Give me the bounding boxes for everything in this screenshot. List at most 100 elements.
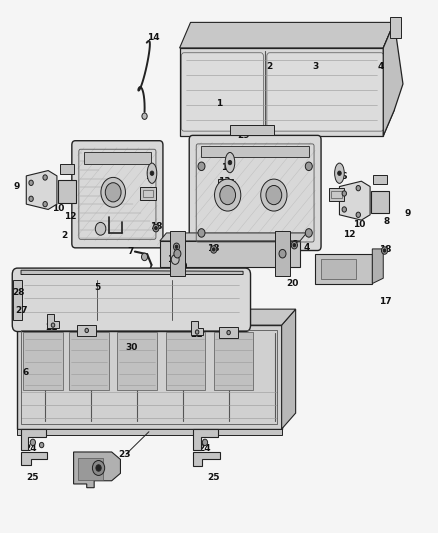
Circle shape — [173, 243, 180, 251]
Bar — [78, 458, 103, 480]
Polygon shape — [383, 22, 394, 136]
FancyBboxPatch shape — [189, 135, 321, 251]
Text: 13: 13 — [218, 177, 230, 185]
Circle shape — [266, 185, 282, 205]
Polygon shape — [383, 22, 403, 136]
Polygon shape — [180, 22, 394, 48]
Bar — [140, 187, 156, 200]
Polygon shape — [282, 309, 296, 429]
Text: 28: 28 — [12, 288, 25, 296]
Circle shape — [171, 255, 179, 264]
Circle shape — [101, 177, 125, 207]
Text: 20: 20 — [176, 262, 188, 271]
Circle shape — [383, 249, 386, 252]
Text: 18: 18 — [379, 245, 392, 254]
Polygon shape — [21, 270, 243, 274]
Circle shape — [43, 201, 47, 207]
Circle shape — [338, 171, 341, 175]
Polygon shape — [180, 48, 383, 136]
Polygon shape — [390, 17, 401, 38]
Bar — [58, 180, 76, 203]
Ellipse shape — [147, 163, 157, 183]
Circle shape — [261, 179, 287, 211]
Text: 18: 18 — [150, 222, 162, 231]
Bar — [230, 125, 274, 135]
Text: 5: 5 — [94, 284, 100, 292]
Text: 29: 29 — [237, 132, 249, 140]
Text: 19: 19 — [167, 255, 179, 264]
Bar — [328, 188, 344, 201]
FancyBboxPatch shape — [12, 268, 251, 332]
Text: 24: 24 — [199, 445, 211, 453]
FancyBboxPatch shape — [181, 53, 263, 131]
Circle shape — [141, 253, 148, 261]
Bar — [77, 325, 96, 336]
Text: 25: 25 — [208, 473, 220, 481]
Text: 12: 12 — [343, 230, 356, 239]
Text: 26: 26 — [92, 464, 105, 472]
Circle shape — [293, 244, 296, 247]
Circle shape — [381, 247, 388, 254]
Bar — [69, 333, 109, 390]
Bar — [373, 175, 387, 184]
Circle shape — [30, 439, 35, 446]
Polygon shape — [17, 325, 282, 429]
Text: 8: 8 — [38, 188, 44, 196]
Polygon shape — [193, 429, 218, 450]
Circle shape — [305, 162, 312, 171]
Text: 10: 10 — [52, 205, 64, 213]
Text: 27: 27 — [16, 306, 28, 314]
Text: 9: 9 — [14, 182, 20, 191]
Polygon shape — [17, 429, 282, 435]
Circle shape — [155, 227, 157, 230]
Text: 21: 21 — [190, 330, 202, 339]
Polygon shape — [193, 452, 220, 466]
Text: 16: 16 — [336, 173, 348, 181]
Bar — [214, 333, 253, 390]
Circle shape — [105, 183, 121, 202]
Bar — [219, 327, 238, 338]
Text: 15: 15 — [333, 190, 346, 199]
Circle shape — [356, 185, 360, 191]
Text: 21: 21 — [46, 324, 58, 332]
Circle shape — [291, 241, 297, 249]
Bar — [117, 333, 157, 390]
Text: 18: 18 — [208, 244, 220, 253]
Text: 12: 12 — [64, 212, 76, 221]
Text: 14: 14 — [147, 33, 159, 42]
Circle shape — [43, 175, 47, 180]
Text: 2: 2 — [266, 62, 272, 71]
Text: 9: 9 — [404, 209, 410, 217]
Polygon shape — [74, 452, 120, 488]
FancyBboxPatch shape — [267, 53, 384, 131]
Text: 10: 10 — [353, 221, 365, 229]
Bar — [371, 191, 389, 213]
Circle shape — [342, 191, 346, 196]
Bar — [23, 333, 63, 390]
Circle shape — [92, 461, 105, 475]
Circle shape — [29, 180, 33, 185]
Polygon shape — [26, 171, 57, 209]
Circle shape — [227, 330, 230, 335]
Text: 3: 3 — [312, 62, 318, 71]
FancyBboxPatch shape — [72, 141, 163, 248]
Text: 6: 6 — [22, 368, 28, 376]
Circle shape — [95, 222, 106, 235]
Bar — [315, 254, 372, 284]
Polygon shape — [47, 314, 59, 328]
Text: 18: 18 — [286, 240, 299, 248]
Polygon shape — [13, 280, 22, 320]
Circle shape — [198, 162, 205, 171]
Circle shape — [215, 179, 241, 211]
Circle shape — [150, 171, 154, 175]
Text: 16: 16 — [145, 173, 158, 181]
Bar — [275, 231, 290, 276]
Circle shape — [342, 207, 346, 212]
Text: 18: 18 — [168, 242, 180, 251]
Text: 23: 23 — [119, 450, 131, 458]
Polygon shape — [21, 429, 46, 450]
Text: 8: 8 — [383, 217, 389, 225]
Text: 15: 15 — [145, 189, 157, 197]
Bar — [331, 191, 342, 198]
Bar — [143, 190, 153, 197]
